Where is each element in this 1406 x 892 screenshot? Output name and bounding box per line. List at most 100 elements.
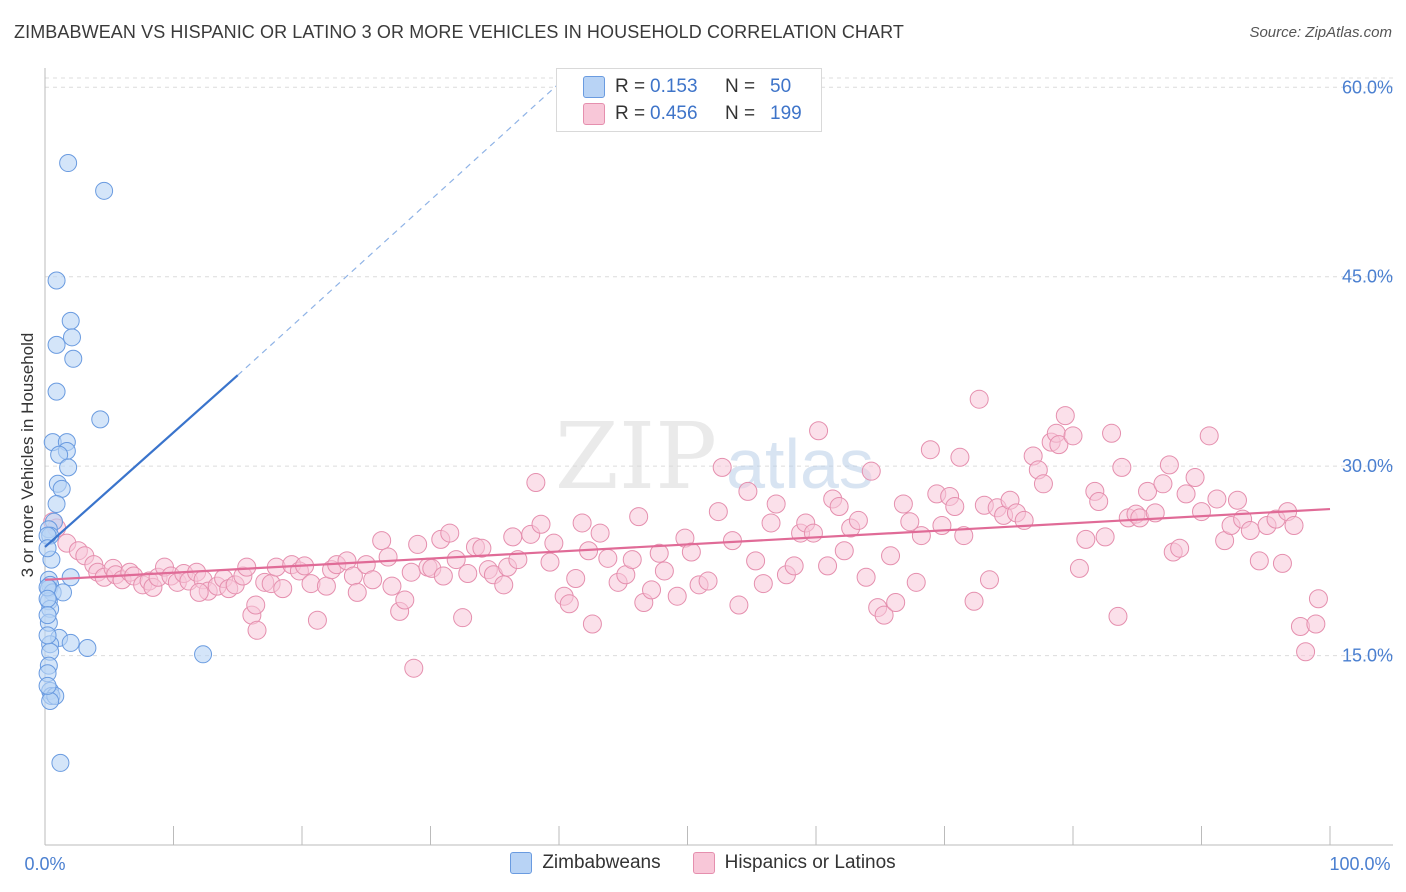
stats-n-label: N =	[725, 103, 756, 124]
point-hispanics	[1033, 474, 1053, 494]
point-zimbabweans	[194, 645, 213, 664]
point-hispanics	[246, 595, 266, 615]
point-hispanics	[950, 447, 970, 467]
point-hispanics	[766, 494, 786, 514]
point-hispanics	[1138, 481, 1158, 501]
stats-legend: R = 0.153 N = 50 R = 0.456 N = 199	[556, 68, 822, 132]
point-hispanics	[681, 542, 701, 562]
point-hispanics	[1049, 435, 1069, 455]
point-hispanics	[404, 658, 424, 678]
point-hispanics	[1192, 502, 1211, 522]
point-hispanics	[829, 497, 849, 517]
point-hispanics	[1076, 529, 1096, 549]
point-zimbabweans	[47, 271, 66, 290]
point-hispanics	[1063, 426, 1083, 446]
point-hispanics	[861, 461, 881, 481]
trend-hispanics	[44, 507, 1331, 581]
point-hispanics	[1112, 457, 1132, 477]
point-hispanics	[1249, 551, 1269, 571]
point-hispanics	[874, 605, 894, 625]
point-hispanics	[856, 567, 876, 587]
legend-swatch-blue	[510, 852, 533, 874]
legend-item-hispanics[interactable]: Hispanics or Latinos	[692, 852, 896, 874]
point-hispanics	[954, 526, 974, 546]
point-hispanics	[566, 569, 586, 589]
y-tick-label: 60.0%	[1342, 77, 1393, 97]
watermark-zip: ZIP	[555, 403, 717, 510]
point-hispanics	[1102, 423, 1122, 443]
point-zimbabweans	[61, 633, 80, 652]
point-hispanics	[395, 590, 415, 610]
point-hispanics	[582, 614, 602, 634]
stats-n-value: 50	[770, 76, 792, 97]
point-hispanics	[729, 595, 749, 615]
stats-n-label: N =	[725, 76, 756, 97]
point-zimbabweans	[47, 495, 66, 514]
point-zimbabweans	[38, 539, 57, 558]
point-hispanics	[629, 507, 649, 527]
point-hispanics	[1207, 489, 1227, 509]
stats-r-value: 0.153	[650, 76, 698, 97]
stats-r-value: 0.456	[650, 103, 698, 124]
trend-zimbabweans-extension	[237, 83, 560, 376]
point-zimbabweans	[38, 676, 57, 695]
trend-zimbabweans	[44, 374, 239, 548]
point-zimbabweans	[47, 335, 66, 354]
point-zimbabweans	[52, 479, 71, 498]
series-hispanics-points	[43, 389, 1328, 678]
point-hispanics	[1095, 527, 1115, 547]
point-hispanics	[881, 546, 901, 566]
point-hispanics	[911, 526, 931, 546]
point-hispanics	[708, 502, 728, 522]
legend-swatch-pink	[692, 852, 715, 874]
point-hispanics	[472, 538, 492, 558]
point-hispanics	[945, 497, 965, 517]
point-zimbabweans	[38, 626, 57, 645]
point-hispanics	[746, 551, 766, 571]
point-hispanics	[544, 533, 564, 553]
point-hispanics	[753, 574, 773, 594]
point-hispanics	[1296, 642, 1316, 662]
point-hispanics	[590, 523, 610, 543]
point-hispanics	[273, 579, 293, 599]
point-zimbabweans	[78, 638, 97, 657]
stats-n-value: 199	[770, 103, 802, 124]
point-zimbabweans	[62, 328, 81, 347]
point-hispanics	[1185, 467, 1205, 487]
series-zimbabweans-points	[38, 154, 213, 772]
point-hispanics	[979, 570, 999, 590]
point-hispanics	[1227, 490, 1247, 510]
legend-item-zimbabweans[interactable]: Zimbabweans	[510, 852, 661, 874]
point-zimbabweans	[91, 410, 110, 429]
point-hispanics	[667, 586, 687, 606]
point-zimbabweans	[61, 311, 80, 330]
point-hispanics	[964, 591, 984, 611]
stats-swatch-blue	[583, 76, 605, 98]
point-hispanics	[1306, 614, 1326, 634]
point-hispanics	[247, 620, 267, 640]
tick-labels: 15.0% 30.0% 45.0% 60.0% 0.0% 100.0%	[24, 77, 1393, 874]
y-tick-label: 30.0%	[1342, 456, 1393, 476]
point-hispanics	[237, 557, 257, 577]
watermark: ZIP atlas	[555, 403, 874, 510]
point-hispanics	[378, 547, 398, 567]
axes	[44, 68, 1393, 846]
point-hispanics	[738, 481, 758, 501]
point-hispanics	[649, 543, 669, 563]
point-zimbabweans	[64, 349, 83, 368]
point-hispanics	[784, 556, 804, 576]
point-hispanics	[572, 513, 592, 533]
chart-title: ZIMBABWEAN VS HISPANIC OR LATINO 3 OR MO…	[14, 22, 905, 42]
point-hispanics	[848, 510, 868, 530]
point-hispanics	[834, 541, 854, 561]
point-hispanics	[307, 610, 327, 630]
point-hispanics	[598, 548, 618, 568]
point-hispanics	[1284, 515, 1304, 535]
point-hispanics	[440, 523, 460, 543]
point-hispanics	[809, 421, 829, 441]
stats-r-label: R =	[615, 103, 646, 124]
x-tick-label: 0.0%	[24, 854, 65, 874]
point-hispanics	[453, 608, 473, 628]
point-hispanics	[372, 531, 392, 551]
